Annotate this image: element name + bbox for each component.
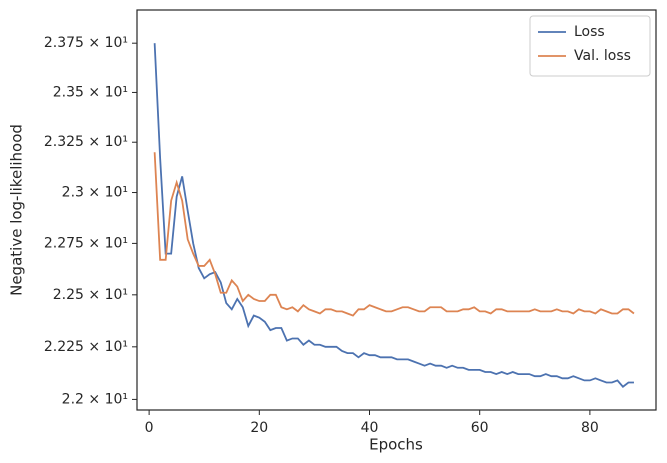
y-tick-label: 2.275 × 10¹ bbox=[44, 235, 128, 251]
x-tick-label: 60 bbox=[471, 420, 489, 436]
y-tick-label: 2.35 × 10¹ bbox=[53, 84, 128, 100]
legend-label: Loss bbox=[574, 24, 605, 40]
x-axis-label: Epochs bbox=[369, 436, 423, 454]
y-axis-label: Negative log-likelihood bbox=[8, 124, 26, 296]
y-tick-label: 2.325 × 10¹ bbox=[44, 134, 128, 150]
y-tick-label: 2.3 × 10¹ bbox=[62, 185, 128, 201]
line bbox=[153, 43, 634, 388]
line bbox=[153, 152, 635, 317]
x-tick-label: 80 bbox=[581, 420, 599, 436]
x-tick-label: 40 bbox=[361, 420, 379, 436]
legend-box bbox=[529, 15, 651, 77]
y-tick-label: 2.225 × 10¹ bbox=[44, 339, 128, 355]
plot-frame bbox=[136, 9, 657, 411]
y-tick-label: 2.375 × 10¹ bbox=[44, 35, 128, 51]
legend-label: Val. loss bbox=[574, 48, 631, 64]
y-tick-label: 2.2 × 10¹ bbox=[62, 391, 128, 407]
x-tick-label: 0 bbox=[145, 420, 154, 436]
x-tick-label: 20 bbox=[250, 420, 268, 436]
y-tick-label: 2.25 × 10¹ bbox=[53, 287, 128, 303]
